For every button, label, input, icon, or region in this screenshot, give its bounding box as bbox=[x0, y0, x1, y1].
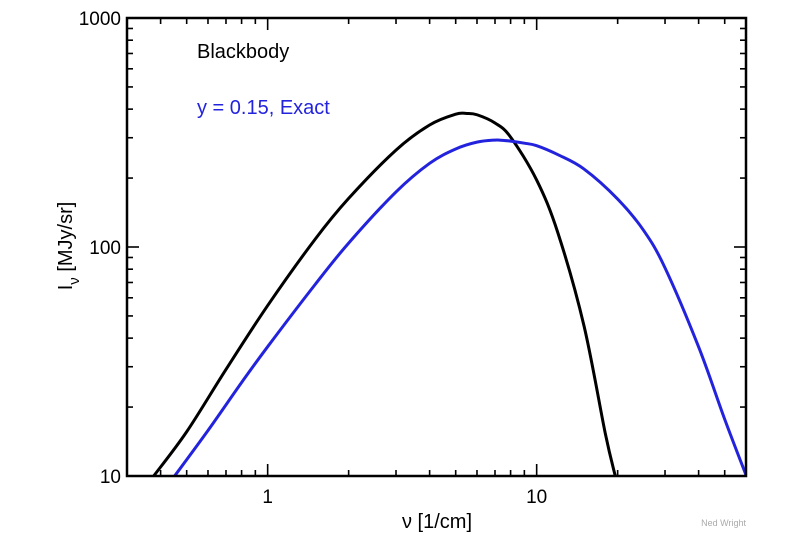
x-axis-title: ν [1/cm] bbox=[402, 511, 472, 533]
series-layer bbox=[152, 111, 746, 476]
y-axis-title-units: [MJy/sr] bbox=[55, 202, 77, 278]
series-line-0 bbox=[152, 111, 617, 476]
y-axis-title-main: I bbox=[55, 285, 77, 291]
y-axis-title: Iν [MJy/sr] bbox=[55, 202, 83, 291]
credit-text: Ned Wright bbox=[701, 518, 746, 528]
legend-label-y015-exact: y = 0.15, Exact bbox=[197, 97, 330, 119]
legend-label-blackbody: Blackbody bbox=[197, 41, 289, 63]
x-tick-label: 10 bbox=[526, 487, 547, 508]
series-line-1 bbox=[173, 138, 746, 476]
y-axis-title-subscript: ν bbox=[66, 277, 83, 285]
y-tick-label: 100 bbox=[89, 238, 121, 259]
y-tick-label: 10 bbox=[100, 467, 121, 488]
axes-layer: 1 10 10 100 1000 bbox=[79, 9, 748, 508]
y-tick-label: 1000 bbox=[79, 9, 121, 30]
x-tick-label: 1 bbox=[262, 487, 273, 508]
